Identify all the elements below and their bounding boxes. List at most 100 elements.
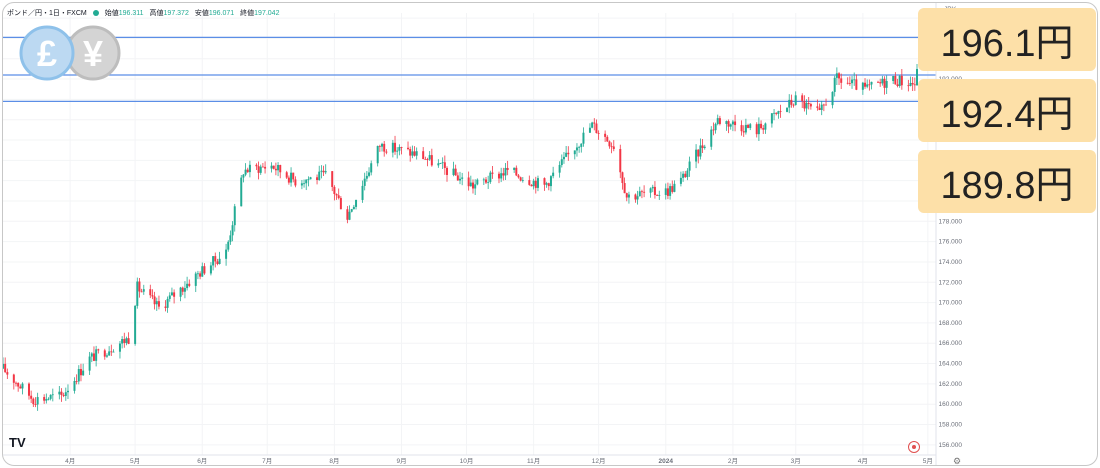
y-tick-label: 172.000	[939, 279, 963, 286]
candle-body	[246, 169, 249, 173]
candle-body	[324, 171, 327, 173]
candle-body	[898, 75, 901, 86]
candle-body	[259, 166, 262, 173]
candle-body	[350, 209, 353, 212]
candle-body	[424, 159, 427, 160]
y-tick-label: 176.000	[939, 239, 963, 246]
candle-body	[848, 83, 851, 84]
candle-body	[623, 183, 626, 194]
y-tick-label: 178.000	[939, 218, 963, 225]
candle-body	[365, 175, 368, 179]
candle-body	[773, 112, 776, 114]
candle-body	[740, 125, 743, 132]
x-tick-label: 4月	[858, 457, 868, 465]
y-tick-label: 168.000	[939, 320, 963, 327]
candle-body	[547, 183, 550, 187]
candle-body	[593, 122, 596, 124]
candle-body	[242, 174, 245, 178]
candle-body	[181, 287, 184, 292]
candle-body	[292, 172, 295, 180]
candle-body	[92, 353, 95, 361]
symbol-title[interactable]: ポンド／円・1日・FXCM	[7, 10, 87, 17]
candle-body	[201, 266, 204, 277]
x-tick-label: 8月	[329, 457, 339, 465]
candle-body	[166, 298, 169, 308]
candle-body	[825, 104, 828, 106]
candle-body	[504, 167, 507, 176]
candle-body	[896, 84, 899, 86]
candle-body	[173, 292, 176, 297]
candle-body	[489, 172, 492, 182]
candle-body	[664, 188, 667, 195]
candle-body	[803, 101, 806, 109]
candle-body	[363, 178, 366, 186]
candle-body	[361, 185, 364, 200]
candle-body	[643, 191, 646, 193]
candle-body	[900, 75, 903, 86]
candle-body	[712, 129, 715, 131]
candle-body	[855, 79, 858, 90]
candle-body	[279, 165, 282, 173]
candle-body	[710, 129, 713, 147]
candle-body	[95, 349, 98, 361]
candle-body	[274, 168, 277, 171]
candle-body	[805, 103, 808, 109]
candle-body	[88, 356, 91, 371]
candle-body	[82, 370, 85, 376]
candle-body	[186, 283, 189, 289]
candle-body	[883, 78, 886, 88]
candle-body	[383, 143, 386, 152]
candle-body	[482, 179, 485, 181]
candle-body	[168, 295, 171, 299]
candle-body	[461, 177, 464, 179]
candle-body	[578, 146, 581, 148]
time-axis: 4月 5月 6月 7月 8月 9月 10月 11月 12月 2024 2月 3月 4月 5月	[3, 454, 936, 465]
candle-body	[747, 124, 750, 128]
candle-body	[916, 68, 919, 86]
candle-body	[558, 165, 561, 173]
candle-body	[108, 351, 111, 356]
candle-body	[911, 82, 914, 85]
candle-body	[471, 182, 474, 189]
candle-body	[809, 104, 812, 107]
candle-body	[136, 281, 139, 306]
candle-body	[212, 256, 215, 266]
x-tick-label: 2024	[659, 458, 674, 465]
candle-body	[30, 395, 33, 399]
candle-body	[669, 186, 672, 196]
candle-body	[368, 172, 371, 176]
price-chart[interactable]: 156.000 158.000 160.000 162.000 164.000 166.0…	[3, 3, 1097, 465]
candle-body	[346, 209, 349, 220]
candle-body	[272, 165, 275, 169]
candle-body	[656, 194, 659, 196]
candle-body	[549, 176, 552, 187]
candle-body	[519, 177, 522, 181]
candle-body	[833, 77, 836, 92]
price-axis: 156.000 158.000 160.000 162.000 164.000 166.0…	[935, 3, 963, 465]
candle-body	[816, 106, 819, 108]
ohlc-low: 安値196.071	[194, 10, 235, 17]
candle-body	[582, 132, 585, 144]
y-tick-label: 158.000	[939, 422, 963, 429]
candle-body	[381, 143, 384, 147]
candle-body	[305, 179, 308, 184]
x-tick-label: 4月	[65, 457, 75, 465]
candle-body	[459, 178, 462, 181]
x-tick-label: 7月	[262, 457, 272, 465]
tradingview-logo: TV	[9, 435, 26, 450]
candle-body	[179, 287, 182, 297]
callout-196: 196.1円	[918, 8, 1096, 71]
candle-body	[530, 184, 533, 187]
gear-icon[interactable]: ⚙	[953, 456, 962, 466]
candle-body	[45, 399, 48, 401]
candle-body	[894, 75, 897, 85]
y-tick-label: 170.000	[939, 300, 963, 307]
candle-body	[43, 397, 46, 401]
candle-body	[79, 369, 82, 376]
candle-body	[203, 266, 206, 274]
jpy-symbol: ¥	[83, 33, 103, 74]
record-icon[interactable]	[908, 441, 920, 453]
candle-body	[244, 169, 247, 175]
candle-body	[225, 249, 228, 259]
candle-body	[560, 159, 563, 166]
